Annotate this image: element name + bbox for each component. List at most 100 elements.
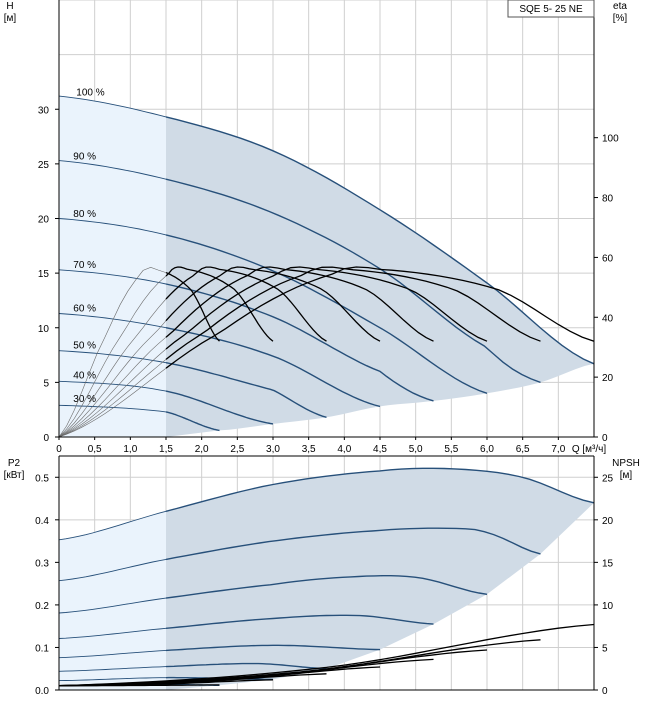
npsh-y-tick-label: 15 [602,558,614,569]
head-curve-low-flow [58,269,167,285]
head-curve [165,178,541,384]
head-curve [165,411,220,432]
power-curve [165,662,327,670]
power-curve [165,575,488,599]
head-y-tick-label: 20 [38,215,50,226]
head-y-tick-label: 10 [38,324,50,335]
power-y-tick-label: 0.1 [35,643,49,654]
power-y-tick-label: 0.0 [35,686,49,697]
q-x-tick-label: 3,5 [302,444,316,455]
head-curve-low-flow [58,404,167,413]
power-y-tick-label: 0.3 [35,558,49,569]
q-x-tick-label: 5,5 [444,444,458,455]
eta-curve [165,266,381,342]
speed-label: 100 % [76,87,104,98]
head-curve [165,234,488,394]
q-x-tick-label: 6,5 [516,444,530,455]
power-y-tick-label: 0.5 [35,473,49,484]
eta-curve [165,266,541,360]
npsh-y-tick-label: 10 [602,601,614,612]
head-curve [165,116,595,365]
eta-curve-low-flow [58,367,167,438]
npsh-y-tick-label: 25 [602,473,614,484]
eta-y-tick-label: 20 [602,373,614,384]
model-badge: SQE 5- 25 NE [507,0,595,18]
power-curve-low-flow [58,510,167,541]
power-curve-low-flow [58,677,166,682]
npsh-y-tick-label: 20 [602,516,614,527]
head-y-tick-label: 0 [43,433,49,444]
power-y-tick-label: 0.4 [35,516,49,527]
speed-label: 50 % [73,340,96,351]
q-x-tick-label: 2,0 [195,444,209,455]
eta-curve [165,266,595,369]
npsh-axis-unit: [м] [620,470,633,481]
head-y-tick-label: 30 [38,105,50,116]
power-curve-low-flow [58,666,167,672]
q-axis-label: Q [м³/ч] [572,444,607,455]
eta-curve [165,266,274,342]
head-curve [165,362,327,418]
head-curve-low-flow [58,160,167,180]
eta-curve [165,266,434,342]
q-x-tick-label: 0 [56,444,62,455]
q-x-tick-label: 1,0 [123,444,137,455]
power-y-tick-label: 0.2 [35,601,49,612]
head-curve [165,283,434,402]
head-curve-low-flow [58,95,167,118]
eta-curve-low-flow [58,275,167,438]
eta-curve-low-flow [58,359,167,438]
q-x-tick-label: 2,5 [230,444,244,455]
q-x-tick-label: 3,0 [266,444,280,455]
npsh-y-tick-label: 5 [602,643,608,654]
head-axis-unit: [м] [4,13,17,24]
eta-y-tick-label: 60 [602,253,614,264]
eta-curve-low-flow [58,336,167,438]
npsh-axis-label: NPSH [612,458,640,469]
npsh-y-tick-label: 0 [602,686,608,697]
head-operating-band [166,116,594,438]
power-curve [165,527,541,561]
eta-curve-low-flow [58,298,167,438]
head-chart-panel: 100 % 90 % 80 % 70 % 60 % 50 % 40 % 30 % 0 5 10 15 2… [4,0,627,455]
power-axis-label: P2 [8,458,21,469]
eta-curve-low-flow [58,348,167,438]
head-curve [165,327,381,408]
power-curve-low-flow [58,649,167,659]
eta-y-tick-label: 80 [602,194,614,205]
speed-label: 40 % [73,370,96,381]
eta-y-tick-label: 40 [602,313,614,324]
head-curve-low-flow [58,350,167,364]
eta-curve-low-flow [58,266,167,438]
npsh-curve [58,623,595,687]
power-chart-panel: 0.0 0.1 0.2 0.3 0.4 0.5 0 5 10 15 20 25 P2[кВт] NPSH[… [4,455,640,697]
head-low-flow-band [59,96,166,437]
q-x-tick-label: 1,5 [159,444,173,455]
q-x-tick-label: 6,0 [480,444,494,455]
q-x-tick-label: 7,0 [551,444,565,455]
power-axis-unit: [кВт] [4,470,25,481]
power-low-flow-band [59,511,166,690]
power-curve-low-flow [58,627,167,639]
speed-label: 70 % [73,260,96,271]
q-x-tick-label: 4,0 [337,444,351,455]
eta-curve [165,266,327,342]
power-curve [165,467,595,512]
model-badge-text: SQE 5- 25 NE [519,4,583,15]
eta-axis-label: eta [613,1,627,12]
eta-curve [165,266,488,350]
power-curve-low-flow [58,558,167,582]
head-y-tick-label: 25 [38,160,50,171]
speed-label: 90 % [73,151,96,162]
power-operating-band [166,468,594,690]
head-y-tick-label: 5 [43,378,49,389]
power-curve [165,644,381,652]
head-curve-low-flow [58,313,167,329]
power-curve-low-flow [58,597,167,614]
model-badge-frame [507,0,595,18]
eta-y-tick-label: 100 [602,134,619,145]
eta-y-tick-label: 0 [602,433,608,444]
q-x-tick-label: 5,0 [409,444,423,455]
q-x-tick-label: 0,5 [88,444,102,455]
